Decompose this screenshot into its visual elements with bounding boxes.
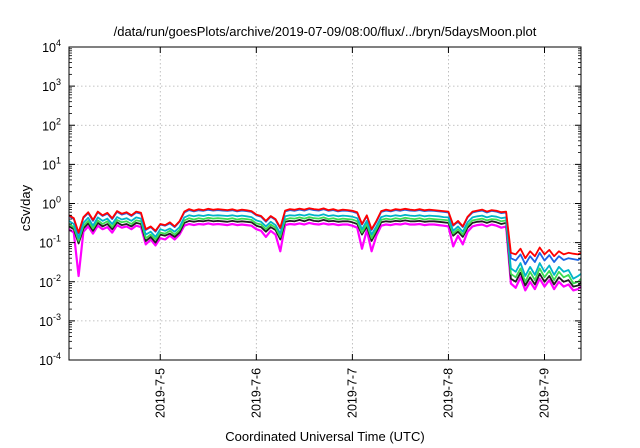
series-line-3	[68, 216, 582, 285]
series-line-5	[68, 221, 582, 292]
y-tick-label: 104	[42, 38, 61, 55]
y-tick-label: 10-1	[39, 234, 61, 251]
x-tick-label: 2019-7-6	[249, 368, 263, 418]
y-tick-label: 100	[42, 195, 61, 212]
series-line-0	[68, 207, 582, 260]
series-line-2	[68, 213, 582, 280]
series-group	[68, 207, 582, 292]
x-tick-label: 2019-7-8	[441, 368, 455, 418]
x-tick-label: 2019-7-7	[345, 368, 359, 418]
y-tick-label: 10-3	[39, 312, 61, 329]
y-axis-label: cSv/day	[18, 184, 33, 231]
axis-ticks: 10-4 10-3 10-2 10-1 100 101 102 103 104 2019-7-5 2…	[39, 38, 581, 418]
chart-title: /data/run/goesPlots/archive/2019-07-09/0…	[114, 24, 537, 39]
x-axis-label: Coordinated Universal Time (UTC)	[225, 429, 424, 444]
x-tick-label: 2019-7-5	[153, 368, 167, 418]
y-tick-label: 10-2	[39, 273, 61, 290]
y-tick-label: 103	[42, 77, 61, 94]
y-tick-label: 102	[42, 116, 61, 133]
y-tick-label: 10-4	[39, 351, 61, 368]
y-tick-label: 101	[42, 155, 61, 172]
grid-lines	[69, 47, 581, 360]
x-tick-label: 2019-7-9	[537, 368, 551, 418]
series-line-4	[68, 218, 582, 288]
